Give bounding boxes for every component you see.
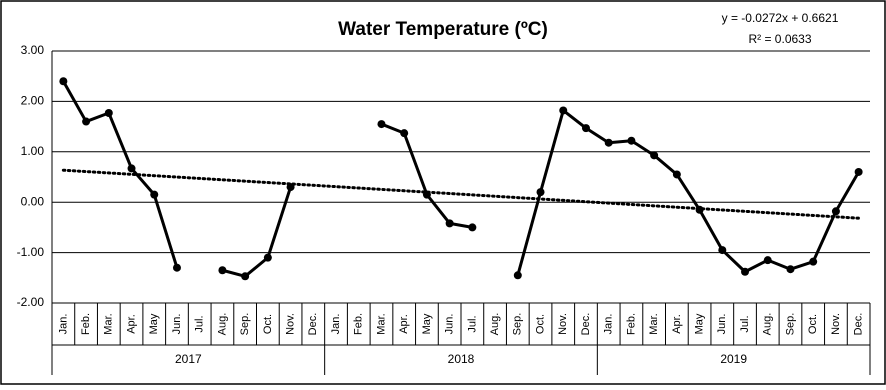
x-tick-label: Aug. <box>216 313 228 336</box>
x-tick-label: Aug. <box>762 313 774 336</box>
x-tick-label: Mar. <box>103 313 115 334</box>
x-tick-label: Mar. <box>375 313 387 334</box>
data-point <box>695 205 704 214</box>
x-tick-label: Oct. <box>262 314 274 334</box>
x-tick-label: Jul. <box>194 315 206 332</box>
x-tick-label: Sep. <box>239 313 251 336</box>
data-point <box>241 272 250 281</box>
data-point <box>127 164 136 173</box>
x-tick-label: Apr. <box>125 314 137 334</box>
chart-title: Water Temperature (ºC) <box>338 19 548 40</box>
data-point <box>150 190 159 199</box>
data-point <box>513 271 522 280</box>
data-point <box>604 138 613 147</box>
data-point <box>581 124 590 133</box>
group-label: 2019 <box>720 352 747 366</box>
y-tick-label: 0.00 <box>21 194 45 208</box>
x-tick-label: Oct. <box>534 314 546 334</box>
x-tick-label: Sep. <box>784 313 796 336</box>
x-tick-label: May <box>693 313 705 334</box>
x-tick-label: Jan. <box>603 314 615 335</box>
y-tick-label: 1.00 <box>21 144 45 158</box>
x-tick-label: Jan. <box>57 314 69 335</box>
trend-equation: y = -0.0272x + 0.6621 <box>722 11 839 25</box>
data-point <box>59 77 68 86</box>
series-line <box>62 80 860 278</box>
group-label: 2017 <box>175 352 202 366</box>
x-tick-label: Nov. <box>830 313 842 335</box>
x-tick-label: Feb. <box>625 313 637 335</box>
x-tick-label: May <box>421 313 433 334</box>
y-tick-label: -2.00 <box>17 295 45 309</box>
data-point <box>741 267 750 276</box>
x-tick-label: Feb. <box>353 313 365 335</box>
x-tick-label: Dec. <box>307 313 319 336</box>
x-tick-label: Aug. <box>489 313 501 336</box>
data-point <box>809 257 818 266</box>
y-tick-label: 3.00 <box>21 43 45 57</box>
data-point <box>468 223 477 232</box>
data-point <box>445 219 454 228</box>
x-tick-label: Jul. <box>739 315 751 332</box>
data-point <box>263 253 272 262</box>
data-point <box>377 120 386 129</box>
x-tick-label: Jun. <box>171 314 183 335</box>
trend-r2: R² = 0.0633 <box>748 32 811 46</box>
data-point <box>763 256 772 265</box>
data-point <box>559 106 568 115</box>
x-tick-label: Nov. <box>557 313 569 335</box>
y-tick-label: 2.00 <box>21 94 45 108</box>
x-tick-label: Jan. <box>330 314 342 335</box>
data-point <box>172 263 181 272</box>
x-tick-label: Feb. <box>80 313 92 335</box>
x-tick-label: Dec. <box>580 313 592 336</box>
x-tick-label: Jun. <box>716 314 728 335</box>
data-point <box>718 246 727 255</box>
data-point <box>627 136 636 145</box>
x-tick-label: Mar. <box>648 313 660 334</box>
x-tick-label: Sep. <box>512 313 524 336</box>
group-label: 2018 <box>448 352 475 366</box>
x-tick-label: Apr. <box>398 314 410 334</box>
data-point <box>82 117 91 126</box>
x-tick-label: Dec. <box>853 313 865 336</box>
x-tick-label: Apr. <box>671 314 683 334</box>
x-tick-label: May <box>148 313 160 334</box>
data-point <box>422 190 431 199</box>
y-tick-label: -1.00 <box>17 245 45 259</box>
data-point <box>400 129 409 138</box>
data-point <box>831 207 840 216</box>
trendline <box>61 168 861 220</box>
data-point <box>672 170 681 179</box>
data-point <box>650 151 659 160</box>
x-tick-label: Jul. <box>466 315 478 332</box>
data-point <box>854 167 863 176</box>
data-point <box>786 265 795 274</box>
x-tick-label: Nov. <box>284 313 296 335</box>
x-tick-label: Jun. <box>444 314 456 335</box>
x-tick-label: Oct. <box>807 314 819 334</box>
data-point <box>218 266 227 275</box>
data-point <box>286 183 295 192</box>
data-point <box>104 108 113 117</box>
data-point <box>536 188 545 197</box>
